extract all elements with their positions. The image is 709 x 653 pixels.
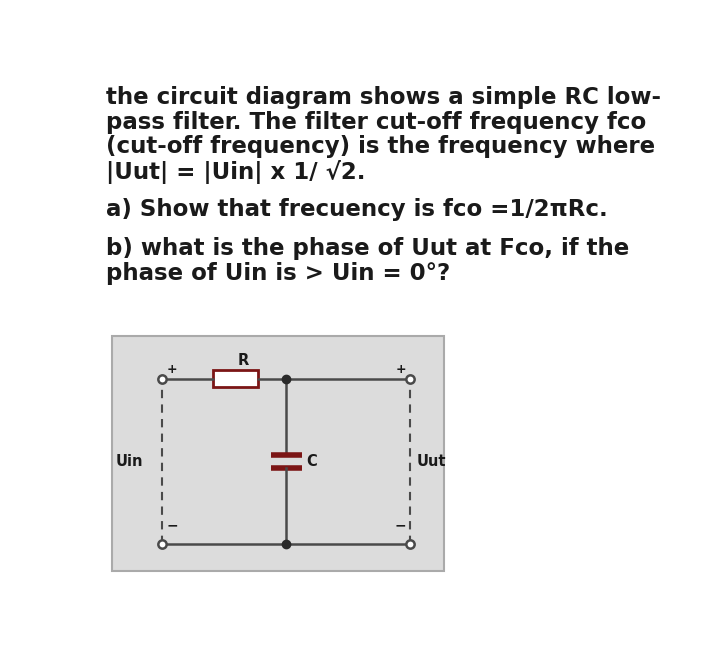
Text: R: R [238, 353, 248, 368]
Text: C: C [306, 454, 317, 469]
Text: b) what is the phase of Uut at Fco, if the: b) what is the phase of Uut at Fco, if t… [106, 237, 629, 260]
Text: the circuit diagram shows a simple RC low-: the circuit diagram shows a simple RC lo… [106, 86, 661, 109]
Text: +: + [396, 363, 406, 376]
Text: Uin: Uin [116, 454, 143, 469]
Bar [213, 370, 257, 387]
Text: −: − [166, 518, 178, 532]
FancyBboxPatch shape [112, 336, 444, 571]
Text: −: − [395, 518, 406, 532]
Text: +: + [166, 363, 177, 376]
Text: a) Show that frecuency is fco =1/2πRc.: a) Show that frecuency is fco =1/2πRc. [106, 199, 608, 221]
Text: pass filter. The filter cut-off frequency fco: pass filter. The filter cut-off frequenc… [106, 111, 646, 134]
Text: Uut: Uut [416, 454, 446, 469]
Text: (cut-off frequency) is the frequency where: (cut-off frequency) is the frequency whe… [106, 135, 655, 158]
Text: phase of Uin is > Uin = 0°?: phase of Uin is > Uin = 0°? [106, 262, 450, 285]
Text: |Uut| = |Uin| x 1/ √2.: |Uut| = |Uin| x 1/ √2. [106, 160, 365, 184]
